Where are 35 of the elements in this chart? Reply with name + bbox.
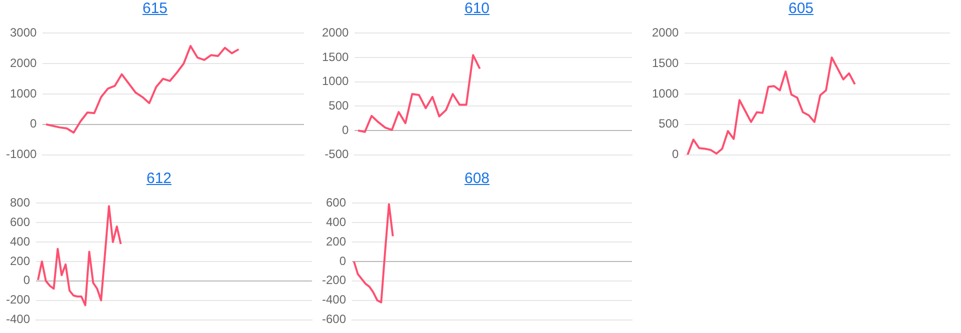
y-tick-label: -1000 <box>6 147 38 162</box>
y-tick-label: 0 <box>30 116 38 131</box>
y-tick-label: -200 <box>6 292 30 307</box>
y-tick-label: 0 <box>672 147 680 162</box>
y-tick-label: 500 <box>658 116 680 131</box>
y-tick-label: -400 <box>322 292 346 307</box>
chart-title: 605 <box>787 0 815 17</box>
y-tick-label: 0 <box>23 273 30 288</box>
y-tick-label: 0 <box>339 254 346 268</box>
y-tick-label: -600 <box>322 312 346 326</box>
y-tick-label: 2000 <box>10 56 38 70</box>
y-tick-label: 1500 <box>322 50 350 64</box>
y-tick-label: 200 <box>10 254 30 268</box>
y-tick-label: 600 <box>326 196 346 210</box>
chart-title: 610 <box>463 0 491 17</box>
y-tick-label: 400 <box>10 234 30 248</box>
y-tick-label: 0 <box>342 122 350 137</box>
y-tick-label: 600 <box>10 214 30 229</box>
y-tick-label: -500 <box>324 147 350 162</box>
y-tick-label: -400 <box>6 312 30 326</box>
y-tick-label: 800 <box>10 196 30 210</box>
chart-title: 612 <box>145 170 173 187</box>
y-tick-label: 1000 <box>10 86 38 100</box>
y-tick-label: 2000 <box>322 26 350 40</box>
chart-title: 608 <box>463 170 491 187</box>
y-tick-label: 1500 <box>652 56 680 70</box>
y-tick-label: 200 <box>326 234 346 248</box>
y-tick-label: 1000 <box>652 86 680 100</box>
y-tick-label: -200 <box>322 273 346 288</box>
chart-title: 615 <box>141 0 169 17</box>
y-tick-label: 1000 <box>322 74 350 88</box>
y-tick-label: 400 <box>326 214 346 229</box>
y-tick-label: 3000 <box>10 26 38 40</box>
y-tick-label: 500 <box>328 98 350 112</box>
y-tick-label: 2000 <box>652 26 680 40</box>
